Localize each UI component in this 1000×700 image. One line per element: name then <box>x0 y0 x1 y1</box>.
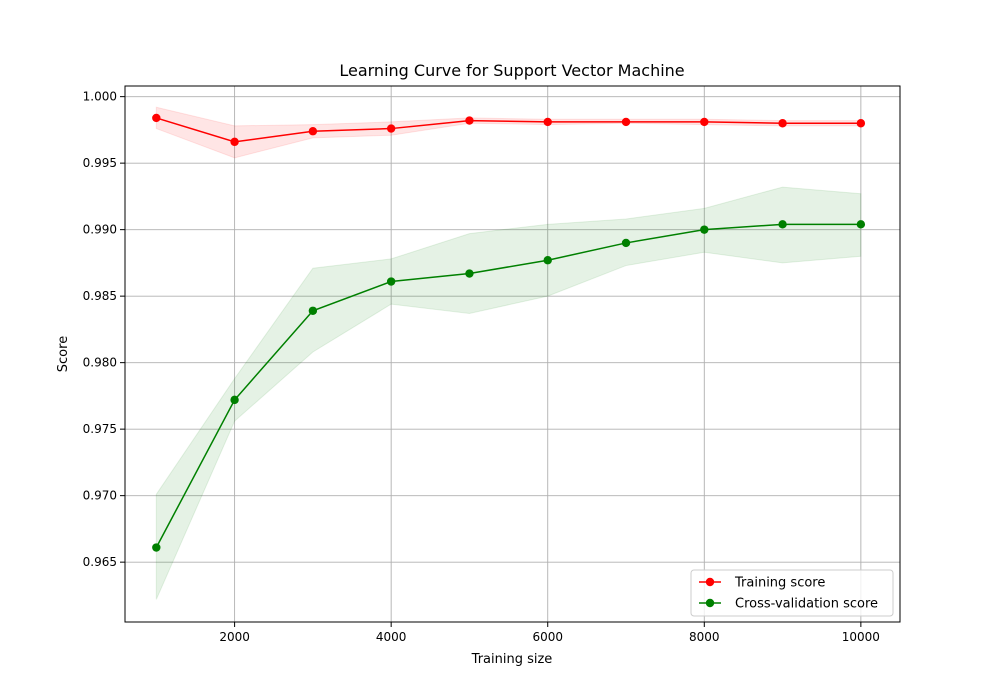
x-tick-label: 8000 <box>689 630 720 644</box>
legend-box <box>690 569 894 617</box>
cross-validation-score-point <box>700 225 709 234</box>
legend-training-label: Training score <box>734 576 825 591</box>
training-score-point <box>778 119 787 128</box>
x-tick-label: 4000 <box>376 630 407 644</box>
cross-validation-score-band <box>155 186 862 600</box>
cross-validation-score-point <box>543 256 552 265</box>
y-tick-label: 0.990 <box>83 223 117 237</box>
training-score-point <box>152 113 161 123</box>
y-tick-label: 0.965 <box>83 555 117 569</box>
x-tick-label: 10000 <box>842 630 880 644</box>
training-score-point <box>386 124 396 133</box>
legend-cross-validation-label: Cross-validation score <box>735 597 878 612</box>
grid <box>125 86 900 622</box>
plot-area-frame <box>124 85 901 623</box>
y-tick-label: 1.000 <box>83 90 117 104</box>
training-score-point <box>856 119 866 128</box>
cross-validation-score-point <box>856 220 866 229</box>
training-score-point <box>621 117 631 127</box>
chart-title: Learning Curve for Support Vector Machin… <box>339 61 684 80</box>
y-tick-label: 0.995 <box>83 156 117 170</box>
training-score-point <box>543 117 552 127</box>
legend: Training score Cross-validation score <box>690 569 894 617</box>
y-axis-label: Score <box>56 336 71 372</box>
legend-training-marker <box>705 577 715 587</box>
x-axis-ticks: 2000 4000 6000 8000 10000 <box>219 622 880 644</box>
cross-validation-score-point <box>308 306 318 315</box>
x-tick-label: 2000 <box>219 630 250 644</box>
training-score-point <box>700 117 709 127</box>
cross-validation-score-point <box>230 395 239 405</box>
training-score-point <box>465 116 474 125</box>
legend-cross-validation-marker <box>705 598 715 608</box>
y-tick-label: 0.985 <box>83 289 117 303</box>
y-tick-label: 0.975 <box>83 422 117 436</box>
cross-validation-score-point <box>778 220 787 229</box>
cross-validation-score-point <box>386 277 396 286</box>
cross-validation-score-line <box>155 223 861 548</box>
training-score-point <box>230 137 239 147</box>
training-score-line <box>156 117 861 143</box>
y-axis-ticks: 0.965 0.970 0.975 0.980 0.985 0.990 0.995 1.000 <box>83 90 125 569</box>
training-score-point <box>308 127 318 136</box>
x-axis-label: Training size <box>471 652 553 667</box>
cross-validation-score-point <box>465 269 474 278</box>
cross-validation-score-point <box>152 543 161 552</box>
cross-validation-score-point <box>621 238 631 248</box>
series-lines <box>152 113 866 552</box>
x-tick-label: 6000 <box>532 630 563 644</box>
y-tick-label: 0.970 <box>83 489 117 503</box>
y-tick-label: 0.980 <box>83 356 117 370</box>
